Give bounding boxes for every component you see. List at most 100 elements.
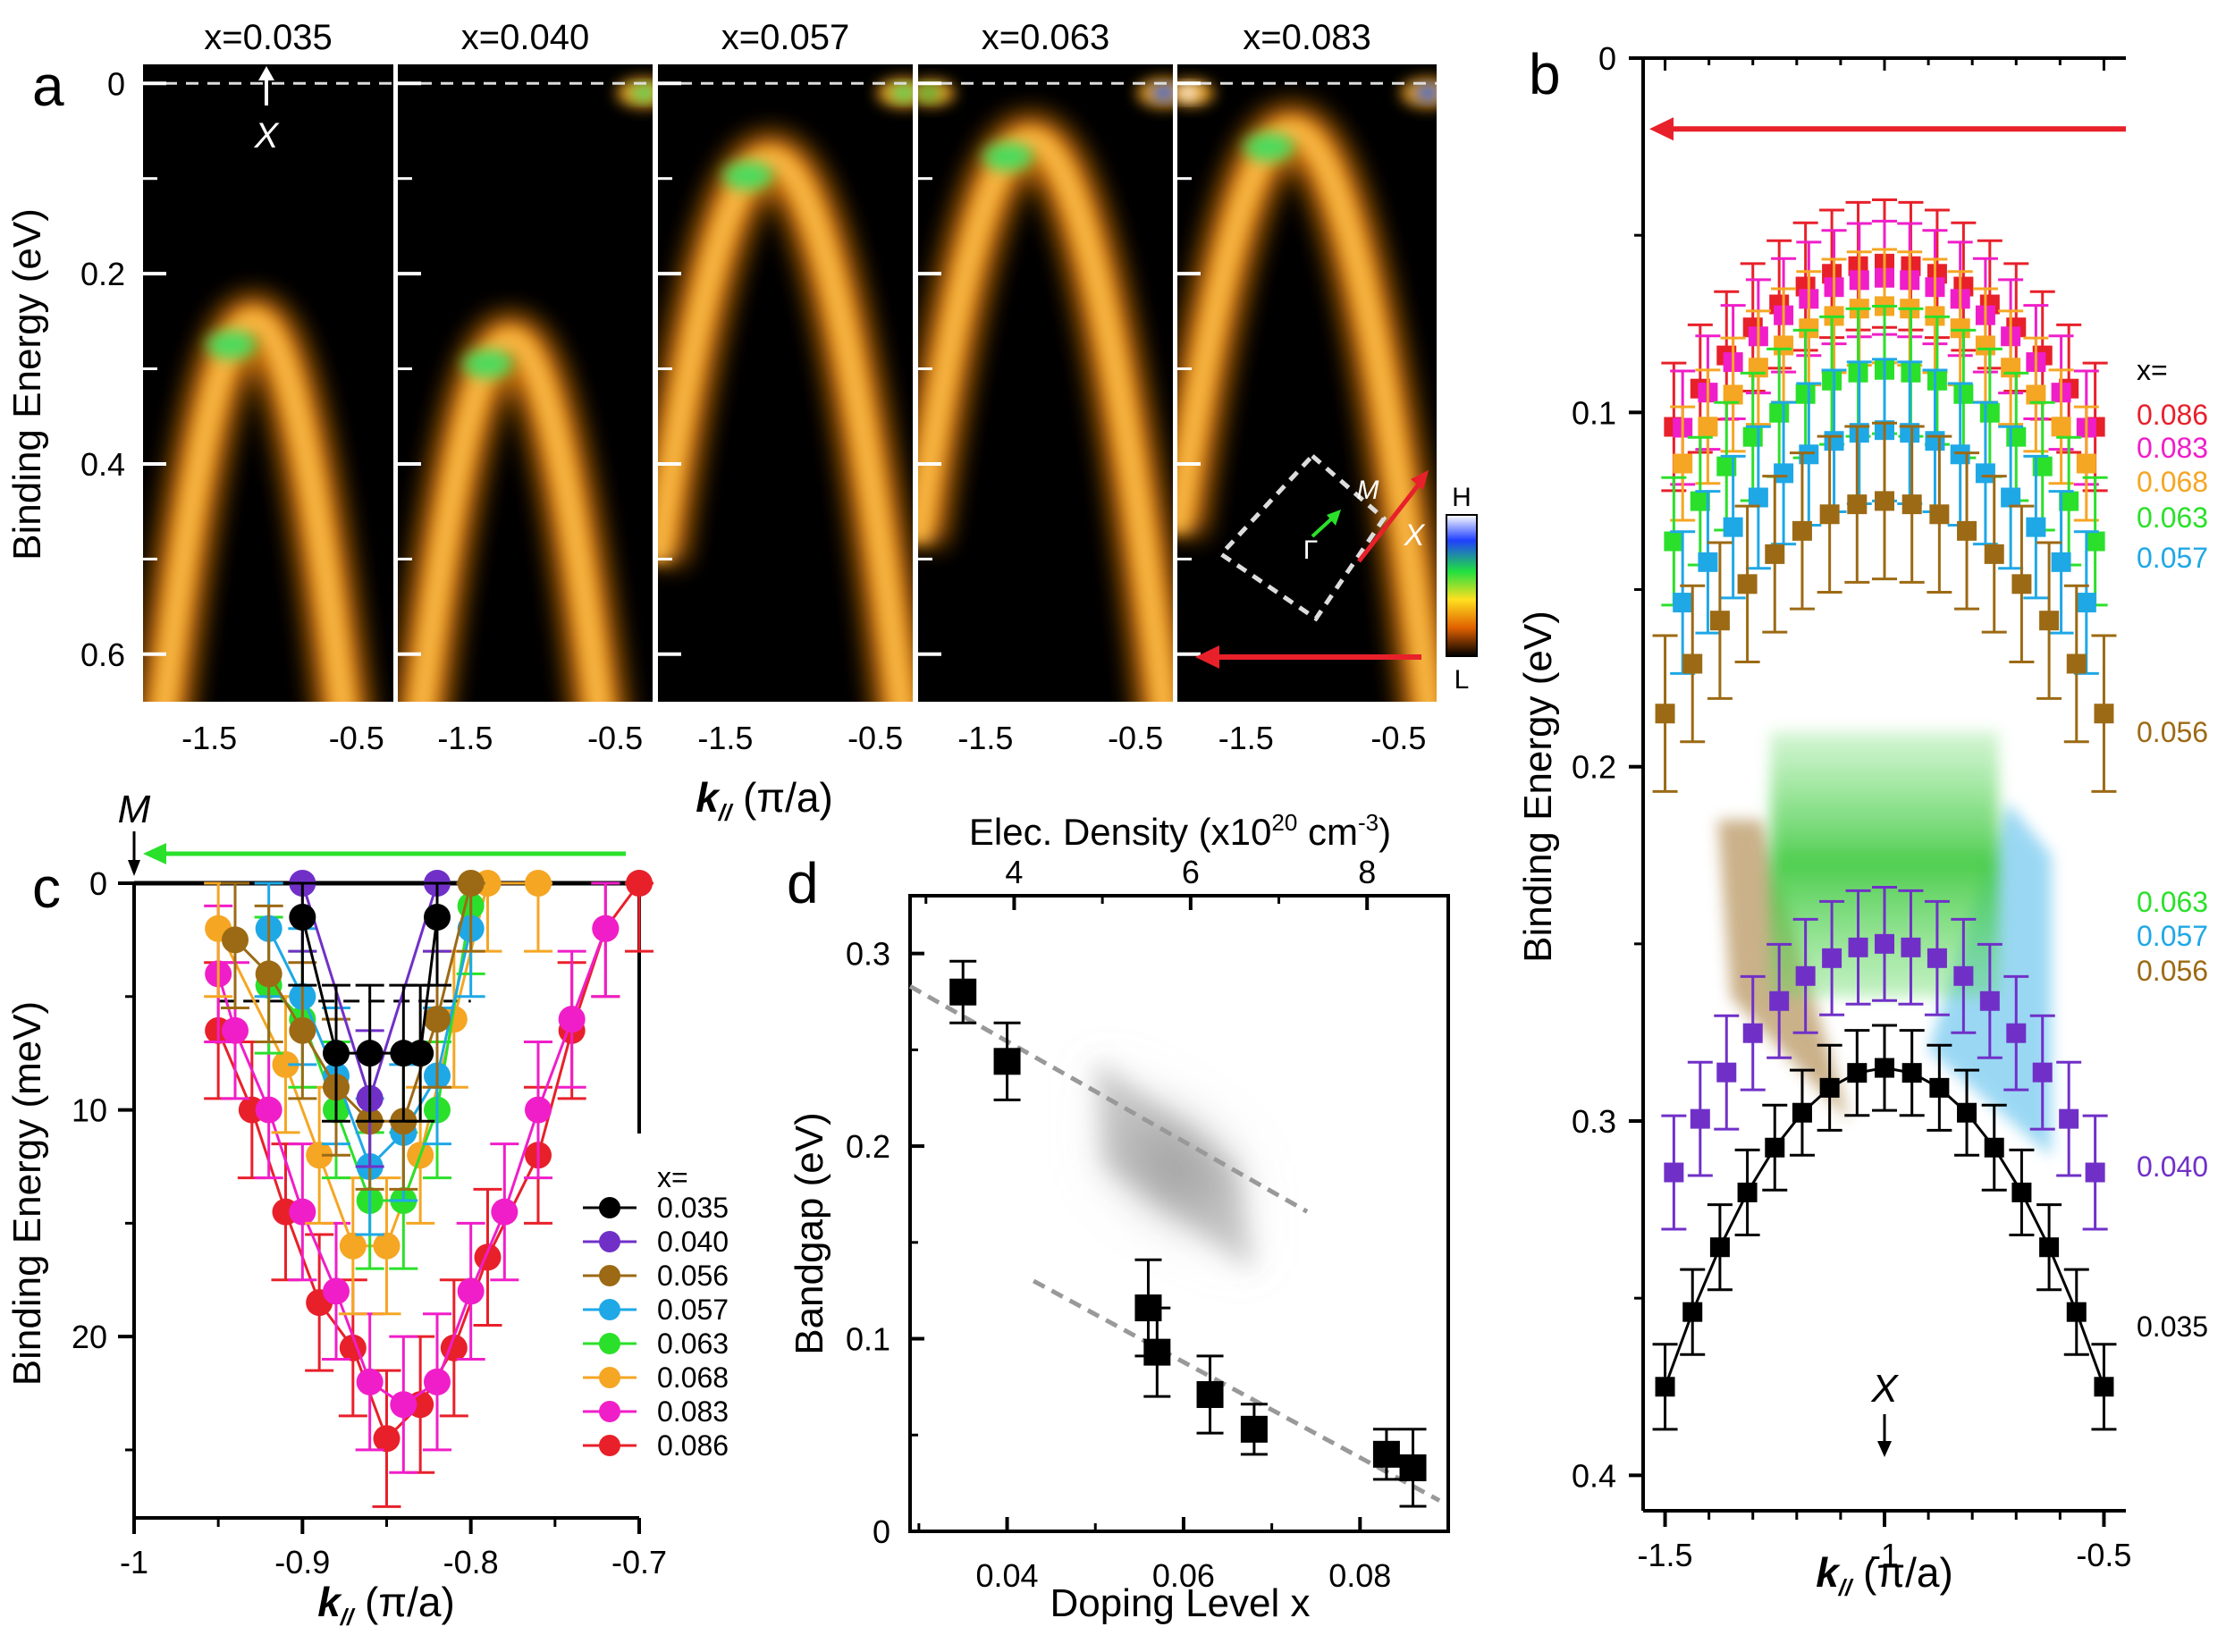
data-point xyxy=(289,1016,316,1044)
x-point-label: X xyxy=(254,116,280,156)
x-tick-label: -1.5 xyxy=(181,720,237,756)
x-axis-title: k// (π/a) xyxy=(317,1579,455,1631)
data-point xyxy=(1143,1338,1171,1366)
fermi-pocket-core xyxy=(918,85,940,100)
shade-label-0.057: 0.057 xyxy=(2137,920,2208,952)
legend-label-0.083: 0.083 xyxy=(2137,432,2208,464)
legend-label-0.040: 0.040 xyxy=(2137,1150,2208,1183)
subplot-title: x=0.035 xyxy=(204,18,332,57)
data-point xyxy=(1900,423,1920,443)
data-point xyxy=(2051,417,2071,437)
data-point xyxy=(373,1232,401,1260)
data-point xyxy=(2011,574,2032,594)
data-point xyxy=(1875,1058,1894,1078)
y-tick-label: 0 xyxy=(89,865,107,902)
data-point xyxy=(1950,318,1970,339)
m-point-arrow-head xyxy=(128,860,140,876)
band-core xyxy=(153,309,354,702)
legend-label-0.086: 0.086 xyxy=(657,1429,729,1462)
legend-label-0.057: 0.057 xyxy=(657,1294,729,1326)
data-point xyxy=(1196,1381,1224,1409)
data-point xyxy=(1240,1415,1268,1443)
y-tick-label: 0.6 xyxy=(80,636,125,673)
data-point xyxy=(474,1243,502,1271)
data-point xyxy=(2011,1182,2032,1202)
data-point xyxy=(1847,1063,1868,1083)
fit-line xyxy=(908,984,1309,1214)
panel-a: a x=0.035 -1.5 -0.5 x=0.040 -1.5 -0.5 x=0.057 -… xyxy=(5,18,1478,826)
data-point xyxy=(1682,653,1703,674)
fermi-pocket-core xyxy=(631,85,653,100)
heatmap-content xyxy=(143,294,370,702)
legend-title: x= xyxy=(2137,354,2168,386)
band-intensity-peak xyxy=(462,349,513,378)
y-axis-title: Bandgap (eV) xyxy=(788,1112,831,1355)
data-point xyxy=(424,904,451,931)
data-point xyxy=(323,1040,350,1067)
data-point xyxy=(626,870,653,897)
band-core xyxy=(918,129,1173,702)
data-point xyxy=(2066,1302,2087,1322)
top-axis-title: Elec. Density (x1020 cm-3) xyxy=(969,809,1391,853)
series-line xyxy=(300,916,439,1055)
data-point xyxy=(1822,370,1842,391)
fermi-pocket-core xyxy=(1151,85,1173,100)
legend-label-0.068: 0.068 xyxy=(2137,466,2208,498)
data-point xyxy=(323,1277,350,1305)
x-tick-label: -1.5 xyxy=(1638,1537,1693,1573)
legend-marker xyxy=(599,1299,620,1320)
data-point xyxy=(1819,504,1840,525)
momentum-arrow-head xyxy=(143,843,166,864)
data-point xyxy=(1673,453,1693,474)
data-point xyxy=(1690,491,1710,511)
data-point xyxy=(1929,504,1950,525)
data-point xyxy=(457,1277,485,1305)
data-point xyxy=(491,1198,519,1226)
band-core xyxy=(410,328,611,702)
x-tick-label: -1 xyxy=(1870,1537,1899,1573)
data-point xyxy=(272,1050,299,1078)
legend-marker xyxy=(599,1197,620,1218)
gamma-x-arrow-head xyxy=(1411,470,1429,490)
y-tick-label: 0.2 xyxy=(1572,749,1616,786)
series-0.057 xyxy=(1670,358,2099,675)
data-point xyxy=(1901,937,1921,957)
y-tick-label: 0.1 xyxy=(1572,394,1616,431)
panel-b: b -1.5 -1 -0.5 0 0.1 0.2 0.3 0.4 Binding Energy … xyxy=(1516,40,2208,1601)
heatmap-content xyxy=(918,78,1173,702)
data-point xyxy=(2085,1162,2105,1183)
shade-label-0.063: 0.063 xyxy=(2137,886,2208,918)
data-point xyxy=(525,1096,552,1124)
data-point xyxy=(993,1048,1021,1075)
data-point xyxy=(2066,653,2087,674)
data-point xyxy=(1979,402,2000,423)
data-point xyxy=(2001,487,2021,508)
data-point xyxy=(1742,1023,1763,1043)
data-point xyxy=(2001,358,2021,378)
data-point xyxy=(1792,520,1812,541)
data-point xyxy=(1723,517,1743,537)
data-point xyxy=(222,1016,249,1044)
series-0.056 xyxy=(1652,421,2117,793)
legend-marker xyxy=(599,1401,620,1422)
band-intensity-peak xyxy=(982,142,1033,172)
data-point xyxy=(1847,494,1868,515)
data-point xyxy=(1953,384,1974,404)
y-tick-label: 0.3 xyxy=(1572,1103,1616,1140)
x-tick-label: 0.04 xyxy=(976,1557,1039,1594)
y-axis-title: Binding Energy (eV) xyxy=(1516,611,1560,963)
data-point xyxy=(407,1040,434,1067)
data-point xyxy=(1682,1302,1703,1322)
legend-label-0.035: 0.035 xyxy=(2137,1311,2208,1343)
y-tick-label: 20 xyxy=(72,1319,107,1355)
legend-marker xyxy=(599,1231,620,1252)
brillouin-zone xyxy=(1218,452,1387,622)
data-point xyxy=(2094,704,2114,724)
data-point xyxy=(457,870,485,897)
data-point xyxy=(2026,384,2046,405)
series-0.035 xyxy=(288,881,451,1123)
legend-label-0.056: 0.056 xyxy=(657,1260,729,1292)
data-point xyxy=(373,1425,401,1453)
data-point xyxy=(1799,444,1819,465)
inset-x-label: X xyxy=(1404,518,1426,552)
